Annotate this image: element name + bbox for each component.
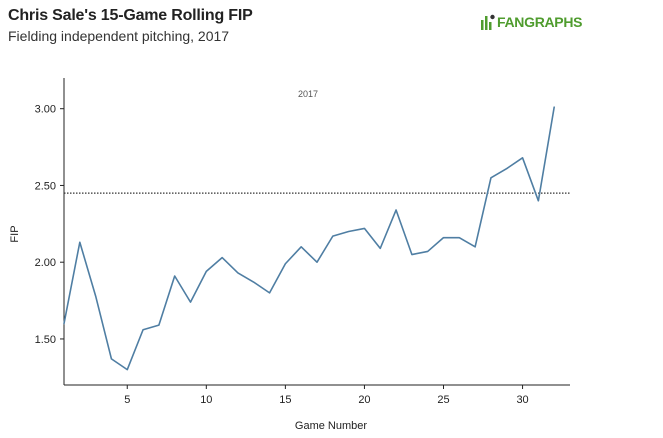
y-tick-label: 1.50 — [35, 334, 56, 346]
y-ticks: 1.50 2.00 2.50 3.00 — [35, 104, 64, 346]
y-axis-title: FIP — [9, 225, 21, 242]
brand-name: FANGRAPHS — [497, 14, 583, 30]
fip-series-line — [63, 106, 555, 371]
chart-subtitle: Fielding independent pitching, 2017 — [8, 28, 230, 44]
y-tick-label: 2.50 — [35, 180, 56, 192]
year-annotation: 2017 — [298, 89, 318, 99]
series-group — [63, 106, 555, 371]
fangraphs-logo-icon — [481, 14, 495, 30]
chart-title: Chris Sale's 15-Game Rolling FIP — [8, 7, 253, 24]
x-tick-label: 5 — [124, 394, 130, 406]
x-tick-label: 30 — [516, 394, 528, 406]
brand-logo: FANGRAPHS — [481, 14, 583, 30]
chart-header: Chris Sale's 15-Game Rolling FIP Fieldin… — [8, 6, 253, 45]
x-axis-title: Game Number — [295, 420, 367, 432]
x-ticks: 5 10 15 20 25 30 — [124, 385, 529, 406]
x-tick-label: 20 — [358, 394, 370, 406]
y-tick-label: 3.00 — [35, 104, 56, 116]
axes — [63, 78, 570, 386]
x-tick-label: 25 — [437, 394, 449, 406]
x-tick-label: 15 — [279, 394, 291, 406]
x-tick-label: 10 — [200, 394, 212, 406]
y-tick-label: 2.00 — [35, 257, 56, 269]
